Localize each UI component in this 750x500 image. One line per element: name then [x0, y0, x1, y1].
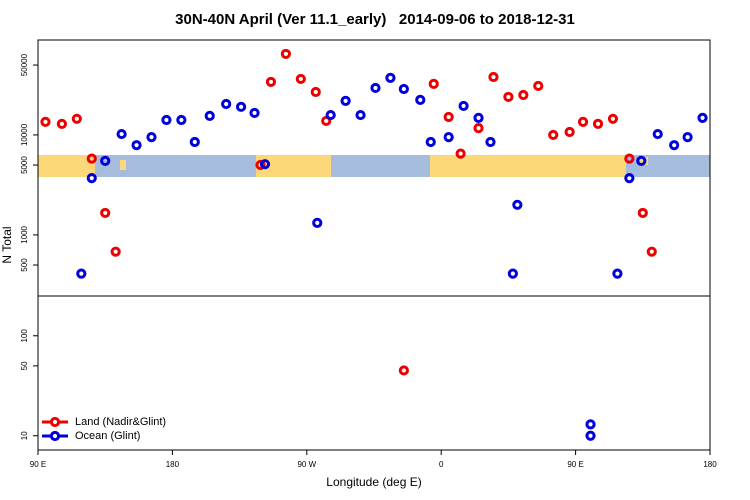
point	[443, 132, 454, 143]
point	[71, 113, 82, 124]
chart-title: 30N-40N April (Ver 11.1_early) 2014-09-0…	[175, 11, 575, 28]
y-tick-label: 100	[20, 329, 29, 343]
point	[473, 123, 484, 134]
point	[592, 118, 604, 129]
point	[312, 217, 323, 228]
point	[585, 419, 596, 430]
legend-label: Ocean (Glint)	[75, 430, 140, 442]
point	[204, 110, 215, 121]
point	[370, 82, 381, 94]
point	[607, 113, 619, 124]
point	[265, 76, 277, 88]
point	[40, 116, 51, 127]
point	[455, 148, 466, 159]
point	[116, 128, 127, 140]
point	[503, 91, 514, 103]
point	[100, 207, 111, 219]
legend-marker	[49, 416, 61, 428]
point	[488, 71, 499, 83]
point	[443, 111, 454, 123]
x-tick-label: 0	[439, 460, 444, 469]
point	[512, 199, 523, 210]
point	[577, 116, 589, 127]
point	[146, 132, 157, 143]
point	[485, 136, 496, 148]
point	[325, 109, 336, 121]
point	[458, 100, 469, 112]
plot-frame	[37, 39, 711, 451]
point	[310, 86, 321, 98]
point	[189, 136, 200, 148]
legend-label: Land (Nadir&Glint)	[75, 416, 166, 428]
y-tick-label: 10000	[20, 123, 29, 146]
y-tick-label: 10	[20, 431, 29, 440]
y-tick-label: 500	[20, 258, 29, 272]
point	[110, 246, 121, 257]
point	[612, 268, 623, 279]
point	[669, 140, 680, 151]
point	[564, 126, 575, 138]
x-tick-label: 90 E	[567, 460, 583, 469]
x-tick-label: 90 E	[30, 460, 46, 469]
point	[652, 128, 663, 140]
point	[624, 153, 635, 164]
point	[259, 159, 271, 170]
legend-marker	[49, 430, 61, 442]
point	[585, 430, 596, 441]
point	[428, 78, 439, 89]
point	[176, 114, 187, 126]
point	[507, 268, 518, 279]
point	[425, 136, 436, 148]
x-tick-label: 90 W	[297, 460, 316, 469]
y-tick-label: 50	[20, 361, 29, 370]
point	[646, 246, 657, 257]
point	[548, 129, 559, 141]
point	[76, 268, 87, 279]
point	[161, 114, 172, 126]
y-tick-label: 50000	[20, 53, 29, 76]
point	[340, 95, 351, 106]
point	[533, 80, 544, 92]
point	[385, 72, 396, 83]
point	[398, 83, 409, 95]
y-axis-label: N Total	[0, 226, 14, 263]
point	[86, 173, 97, 184]
map-strip	[38, 155, 710, 177]
point	[100, 155, 111, 166]
point	[682, 132, 693, 143]
point	[56, 118, 67, 129]
point	[398, 365, 409, 376]
point	[131, 140, 142, 151]
point	[473, 112, 484, 124]
point	[355, 109, 366, 121]
point	[697, 112, 708, 124]
point	[624, 173, 635, 184]
point	[249, 107, 260, 119]
y-tick-label: 5000	[20, 156, 29, 174]
point	[280, 48, 291, 60]
point	[637, 207, 648, 219]
x-axis-label: Longitude (deg E)	[326, 475, 421, 489]
x-tick-label: 180	[703, 460, 717, 469]
point	[636, 155, 647, 166]
point	[86, 153, 97, 164]
point	[518, 89, 529, 101]
point	[235, 101, 247, 112]
x-tick-label: 180	[166, 460, 180, 469]
point	[221, 98, 232, 110]
point	[295, 73, 306, 85]
point	[415, 94, 426, 106]
point	[255, 159, 266, 171]
y-tick-label: 1000	[20, 225, 29, 243]
